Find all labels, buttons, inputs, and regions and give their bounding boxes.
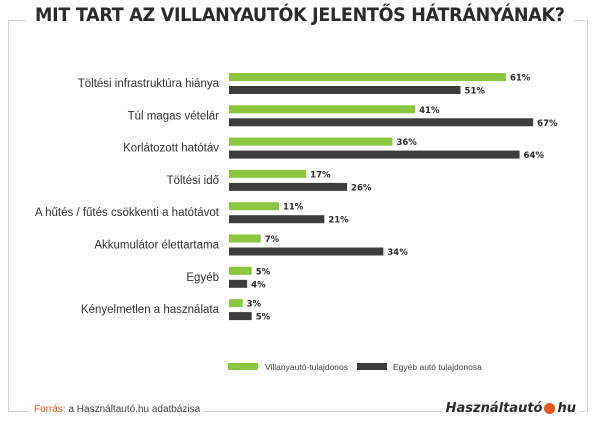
chart-title: MIT TART AZ VILLANYAUTÓK JELENTŐS HÁTRÁN… <box>25 4 575 26</box>
bar <box>229 266 252 275</box>
brand-logo: Használtautó hu <box>441 401 580 416</box>
bar <box>229 86 461 94</box>
source-note: Forrás: a Használtautó.hu adatbázisa <box>30 404 205 415</box>
data-label: 17% <box>310 170 331 180</box>
category-label: Akkumulátor élettartama <box>94 240 219 252</box>
bar <box>229 247 384 256</box>
bar <box>229 73 506 81</box>
data-label: 64% <box>524 151 545 161</box>
bar <box>229 137 393 146</box>
bar <box>229 202 279 211</box>
bar <box>229 105 416 114</box>
category-label: Töltési idő <box>167 175 219 187</box>
category-label: A hűtés / fűtés csökkenti a hatótávot <box>35 207 220 219</box>
bar <box>229 279 248 288</box>
bar <box>229 182 348 191</box>
data-label: 3% <box>247 300 262 310</box>
source-text: a Használtautó.hu adatbázisa <box>68 404 201 415</box>
legend-label: Egyéb autó tulajdonosa <box>393 362 482 372</box>
legend-swatch <box>357 363 387 370</box>
category-label: Töltési infrastruktúra hiánya <box>78 78 220 90</box>
data-label: 67% <box>537 119 558 129</box>
bar <box>229 150 520 159</box>
bar <box>229 118 534 127</box>
data-label: 5% <box>256 313 271 323</box>
data-label: 34% <box>387 248 408 258</box>
legend-swatch <box>228 363 258 370</box>
data-label: 26% <box>351 183 372 193</box>
data-label: 5% <box>256 267 271 277</box>
category-label: Kényelmetlen a használata <box>81 304 220 316</box>
data-label: 11% <box>283 203 304 213</box>
data-label: 7% <box>265 235 280 245</box>
brand-dot-icon <box>544 403 556 414</box>
data-label: 36% <box>396 138 417 148</box>
legend-label: Villanyautó-tulajdonos <box>265 362 348 372</box>
data-label: 21% <box>328 216 349 226</box>
data-label: 51% <box>465 87 486 97</box>
source-label: Forrás: <box>34 404 66 415</box>
category-label: Túl magas vételár <box>128 110 220 122</box>
bar <box>229 215 325 224</box>
data-label: 4% <box>251 280 266 290</box>
bar <box>229 299 243 308</box>
brand-name: Használtautó <box>445 401 543 416</box>
category-label: Egyéb <box>186 272 219 284</box>
bar <box>229 234 261 243</box>
brand-suffix: hu <box>557 401 576 416</box>
bar <box>229 169 307 178</box>
category-label: Korlátozott hatótáv <box>123 143 219 155</box>
data-label: 41% <box>419 106 440 116</box>
data-label: 61% <box>510 74 531 84</box>
bar <box>229 312 252 321</box>
